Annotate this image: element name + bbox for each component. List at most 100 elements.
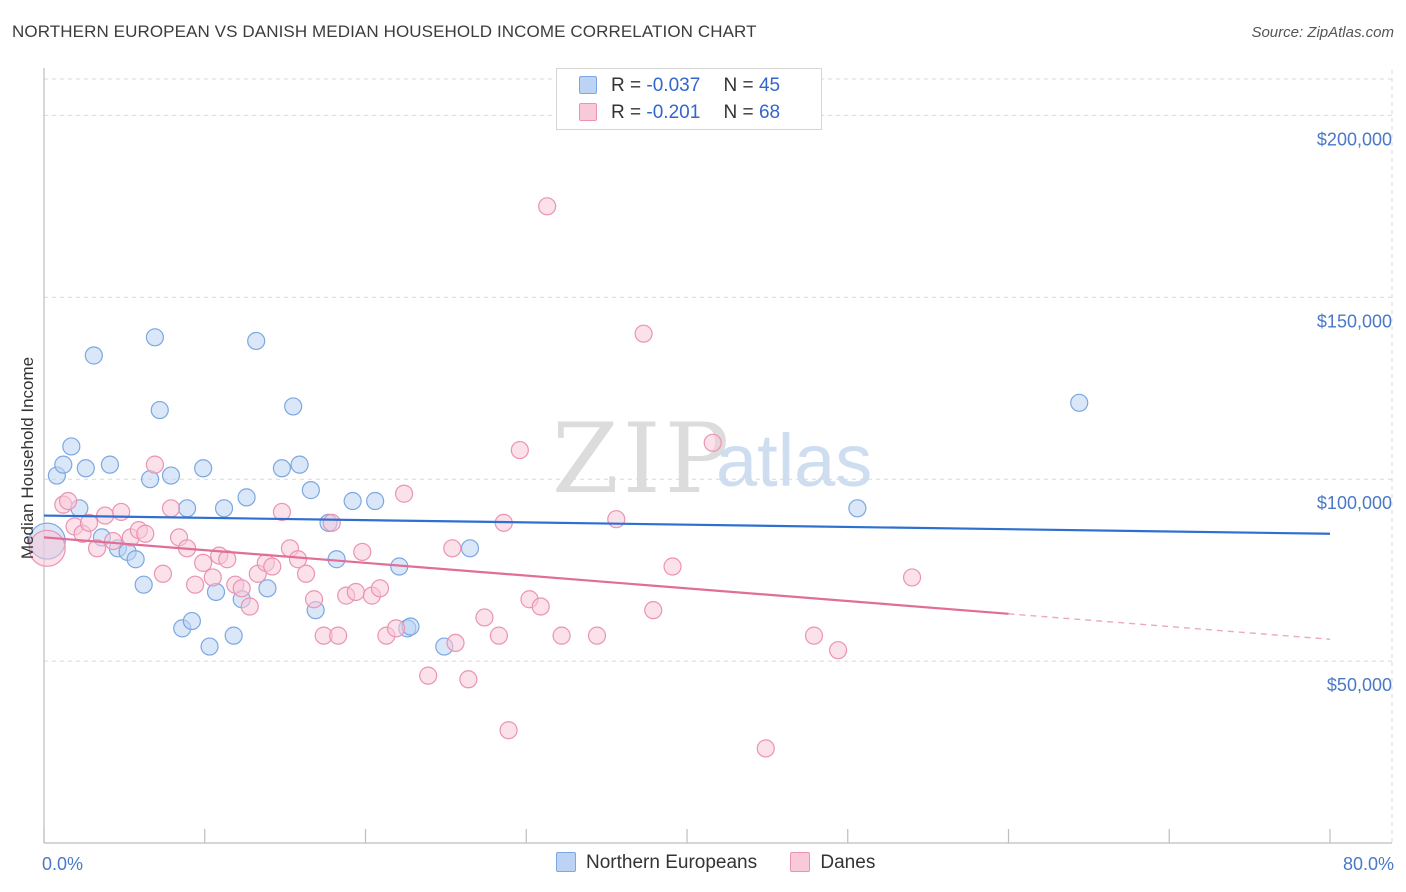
point-northern-european — [126, 550, 145, 569]
point-dane — [459, 670, 478, 689]
point-dane — [419, 666, 438, 685]
point-dane — [322, 513, 341, 532]
point-dane — [902, 568, 922, 587]
gridlines — [44, 70, 1393, 843]
trend-line-danes — [43, 536, 1009, 615]
legend-row-danes: R = -0.201 N = 68 — [579, 102, 780, 128]
legend-item-danes[interactable]: Danes — [790, 852, 875, 874]
point-dane — [203, 568, 222, 587]
point-dane — [104, 531, 123, 551]
point-dane — [136, 524, 155, 543]
y-tick-label: $200,000 — [1317, 129, 1392, 149]
legend-label: Danes — [820, 852, 876, 873]
point-dane — [232, 579, 251, 598]
point-dane — [329, 626, 348, 645]
point-dane — [304, 590, 324, 609]
y-axis-label: Median Household Income — [18, 356, 37, 560]
legend-swatch-blue — [556, 852, 576, 872]
point-dane — [59, 491, 78, 511]
point-dane — [829, 641, 848, 660]
point-dane — [194, 553, 213, 572]
point-dane — [296, 564, 316, 583]
legend-r-label: R = — [611, 75, 642, 96]
point-dane — [644, 601, 663, 620]
point-northern-european — [134, 575, 153, 594]
legend-row-northern-europeans: R = -0.037 N = 45 — [579, 75, 780, 101]
point-dane — [443, 539, 462, 558]
legend-r-value: -0.201 — [646, 102, 701, 123]
point-dane — [218, 550, 237, 569]
point-northern-european — [247, 331, 266, 351]
point-dane — [272, 502, 292, 522]
point-dane — [510, 440, 529, 460]
point-dane — [475, 608, 494, 627]
stats-legend: R = -0.037 N = 45 R = -0.201 N = 68 — [556, 68, 822, 130]
legend-swatch-pink — [579, 103, 597, 121]
y-tick-label: $100,000 — [1317, 493, 1392, 513]
point-northern-european — [182, 611, 201, 631]
point-dane — [186, 575, 205, 594]
watermark-atlas: atlas — [716, 419, 872, 502]
point-dane — [153, 564, 173, 583]
point-northern-european — [460, 539, 480, 558]
point-dane — [346, 582, 365, 602]
point-dane — [531, 597, 550, 616]
legend-n-value: 45 — [758, 75, 781, 96]
point-dane — [87, 539, 107, 558]
legend-n-label: N = — [723, 75, 754, 96]
axes — [43, 68, 1392, 844]
x-tick-label: 80.0% — [1343, 854, 1394, 874]
chart-source: Source: ZipAtlas.com — [1251, 24, 1394, 41]
legend-label: Northern Europeans — [586, 852, 758, 873]
point-dane — [446, 633, 465, 653]
point-dane — [145, 455, 165, 474]
point-northern-european — [161, 466, 181, 485]
y-tick-labels: $50,000 $100,000 $150,000 $200,000 — [1317, 129, 1392, 695]
legend-swatch-blue — [579, 76, 597, 94]
x-tick-labels: 0.0% 80.0% — [42, 854, 1394, 874]
point-dane — [499, 721, 518, 740]
point-northern-european — [145, 328, 165, 347]
point-northern-european — [224, 626, 243, 645]
chart-title: NORTHERN EUROPEAN VS DANISH MEDIAN HOUSE… — [12, 22, 757, 41]
y-tick-label: $150,000 — [1317, 311, 1392, 331]
legend-item-northern-europeans[interactable]: Northern Europeans — [556, 852, 757, 874]
point-dane — [386, 619, 406, 638]
point-dane — [489, 626, 509, 645]
point-northern-european — [200, 637, 219, 656]
point-northern-european — [343, 491, 362, 511]
trend-line-northern-europeans — [43, 514, 1331, 535]
point-dane — [756, 739, 775, 758]
point-dane — [161, 499, 181, 518]
point-northern-european — [284, 397, 303, 416]
point-northern-european — [62, 437, 81, 456]
watermark-zip: ZIP — [552, 403, 733, 515]
point-northern-european — [54, 455, 73, 474]
point-northern-european — [150, 400, 169, 420]
point-dane — [112, 502, 131, 522]
point-dane — [353, 542, 372, 562]
point-dane — [370, 579, 390, 598]
watermark: ZIP atlas — [552, 403, 872, 515]
point-dane — [607, 510, 626, 529]
legend-n-label: N = — [723, 102, 754, 123]
point-dane — [804, 626, 824, 645]
point-northern-european — [272, 459, 292, 478]
point-dane — [587, 626, 607, 645]
point-dane — [663, 557, 682, 576]
point-northern-european — [84, 346, 103, 365]
point-northern-european — [848, 499, 867, 518]
series-legend: Northern Europeans Danes — [556, 852, 903, 874]
data-points — [28, 197, 1089, 758]
point-dane — [263, 557, 282, 576]
point-dane — [394, 484, 414, 503]
legend-r-label: R = — [611, 102, 642, 123]
trend-lines — [43, 514, 1331, 640]
legend-swatch-pink — [790, 852, 811, 872]
trend-line-danes-extrapolated — [1008, 613, 1331, 640]
point-northern-european — [76, 459, 95, 478]
point-dane — [634, 324, 653, 343]
point-northern-european — [290, 455, 309, 474]
point-dane — [79, 513, 99, 532]
